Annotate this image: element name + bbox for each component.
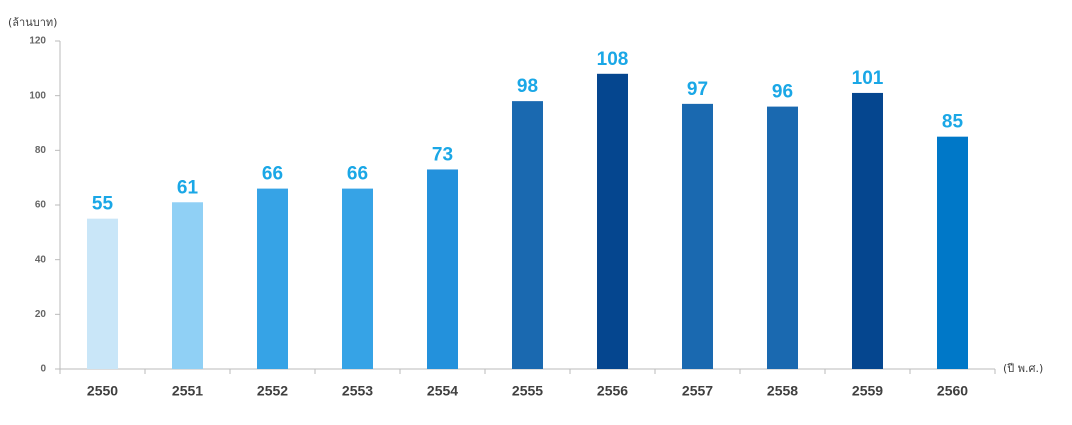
bar [597, 73, 628, 370]
y-tick-label: 20 [35, 309, 47, 320]
x-tick-label: 2550 [87, 383, 118, 399]
bar [682, 103, 713, 369]
y-tick-label: 120 [29, 36, 46, 47]
y-tick-label: 60 [35, 200, 47, 211]
bar [427, 169, 458, 369]
y-tick-label: 100 [29, 90, 46, 101]
data-label: 96 [772, 82, 793, 103]
data-label: 85 [942, 112, 964, 133]
x-axis-title: (ปี พ.ศ.) [1003, 362, 1043, 375]
bar [512, 101, 543, 369]
x-tick-label: 2554 [427, 383, 458, 399]
y-tick-label: 80 [35, 145, 47, 156]
x-tick-label: 2553 [342, 383, 373, 399]
x-tick-label: 2557 [682, 383, 713, 399]
bar [342, 188, 373, 369]
x-tick-label: 2552 [257, 383, 288, 399]
y-tick-label: 40 [35, 254, 47, 265]
x-tick-label: 2558 [767, 383, 798, 399]
data-label: 66 [347, 164, 368, 185]
data-label: 98 [517, 76, 538, 97]
bar [937, 136, 968, 369]
x-tick-label: 2560 [937, 383, 968, 399]
y-axis-title: (ล้านบาท) [8, 16, 57, 29]
x-tick-label: 2555 [512, 383, 543, 399]
bar [852, 92, 883, 369]
y-tick-label: 0 [40, 364, 46, 375]
data-label: 61 [177, 177, 199, 198]
bar [767, 106, 798, 369]
bar [172, 202, 203, 369]
x-tick-label: 2559 [852, 383, 883, 399]
data-label: 97 [687, 79, 708, 100]
data-label: 66 [262, 164, 283, 185]
x-tick-label: 2551 [172, 383, 203, 399]
data-label: 101 [852, 68, 884, 89]
data-label: 55 [92, 194, 114, 215]
x-tick-label: 2556 [597, 383, 628, 399]
bar [87, 218, 118, 369]
data-label: 108 [597, 49, 629, 70]
data-label: 73 [432, 144, 453, 165]
bar [257, 188, 288, 369]
